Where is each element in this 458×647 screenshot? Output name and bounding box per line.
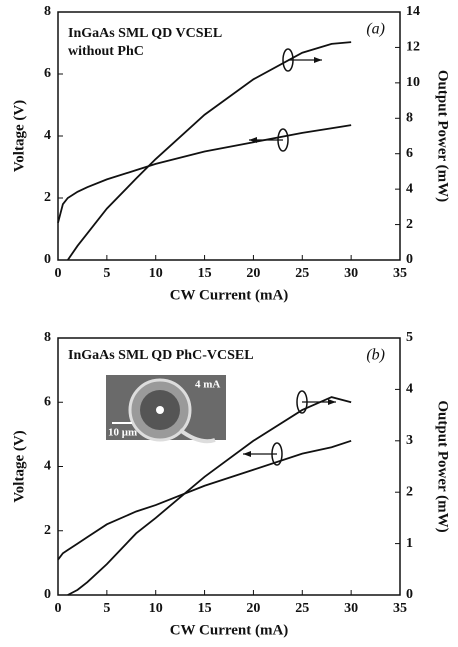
x-tick-label: 15 — [198, 266, 212, 281]
x-tick-label: 15 — [198, 601, 212, 616]
arrow-head — [249, 137, 257, 143]
data-line — [67, 396, 352, 596]
y2-tick-label: 8 — [406, 111, 413, 126]
y2-tick-label: 12 — [406, 40, 420, 55]
annotation: 10 μm — [108, 427, 137, 439]
y-tick-label: 4 — [44, 128, 51, 143]
data-line — [57, 124, 352, 224]
y2-axis-label: Output Power (mW) — [435, 400, 451, 532]
x-tick-label: 25 — [295, 601, 309, 616]
y-tick-label: 2 — [44, 523, 51, 538]
x-tick-label: 10 — [149, 266, 163, 281]
y-tick-label: 0 — [44, 252, 51, 267]
annotation: 4 mA — [195, 379, 220, 391]
annotation: without PhC — [68, 44, 144, 59]
annotation: InGaAs SML QD VCSEL — [68, 26, 222, 41]
y2-tick-label: 5 — [406, 330, 413, 345]
x-tick-label: 10 — [149, 601, 163, 616]
x-axis-label: CW Current (mA) — [170, 287, 289, 303]
arrow-head — [328, 399, 336, 405]
y2-tick-label: 3 — [406, 433, 413, 448]
x-tick-label: 25 — [295, 266, 309, 281]
annotation: (b) — [366, 347, 385, 364]
y2-tick-label: 4 — [406, 181, 413, 196]
x-tick-label: 0 — [55, 266, 62, 281]
y2-tick-label: 14 — [406, 4, 420, 19]
y2-axis-label: Output Power (mW) — [435, 70, 451, 202]
y2-tick-label: 2 — [406, 484, 413, 499]
y2-tick-label: 4 — [406, 382, 413, 397]
inset-contact — [178, 428, 216, 444]
data-line — [67, 41, 352, 261]
y-axis-label: Voltage (V) — [11, 100, 27, 172]
y2-tick-label: 2 — [406, 217, 413, 232]
y-tick-label: 0 — [44, 587, 51, 602]
y-tick-label: 6 — [44, 394, 51, 409]
inset-image — [106, 375, 226, 444]
y-tick-label: 2 — [44, 190, 51, 205]
x-tick-label: 30 — [344, 601, 358, 616]
arrow-head — [243, 451, 251, 457]
y2-tick-label: 6 — [406, 146, 413, 161]
annotation: InGaAs SML QD PhC-VCSEL — [68, 348, 254, 363]
x-tick-label: 35 — [393, 601, 407, 616]
x-tick-label: 35 — [393, 266, 407, 281]
y-axis-label: Voltage (V) — [11, 430, 27, 502]
y2-tick-label: 0 — [406, 587, 413, 602]
arrow-head — [314, 57, 322, 63]
x-tick-label: 5 — [103, 601, 110, 616]
y-tick-label: 6 — [44, 66, 51, 81]
x-tick-label: 20 — [246, 601, 260, 616]
x-tick-label: 30 — [344, 266, 358, 281]
y2-tick-label: 1 — [406, 536, 413, 551]
data-line — [57, 439, 352, 561]
y2-tick-label: 0 — [406, 252, 413, 267]
annotation: (a) — [366, 21, 385, 38]
y-tick-label: 4 — [44, 459, 51, 474]
x-axis-label: CW Current (mA) — [170, 622, 289, 638]
x-tick-label: 0 — [55, 601, 62, 616]
y-tick-label: 8 — [44, 330, 51, 345]
y-tick-label: 8 — [44, 4, 51, 19]
x-tick-label: 5 — [103, 266, 110, 281]
inset-spot — [156, 406, 164, 414]
y2-tick-label: 10 — [406, 75, 420, 90]
x-tick-label: 20 — [246, 266, 260, 281]
